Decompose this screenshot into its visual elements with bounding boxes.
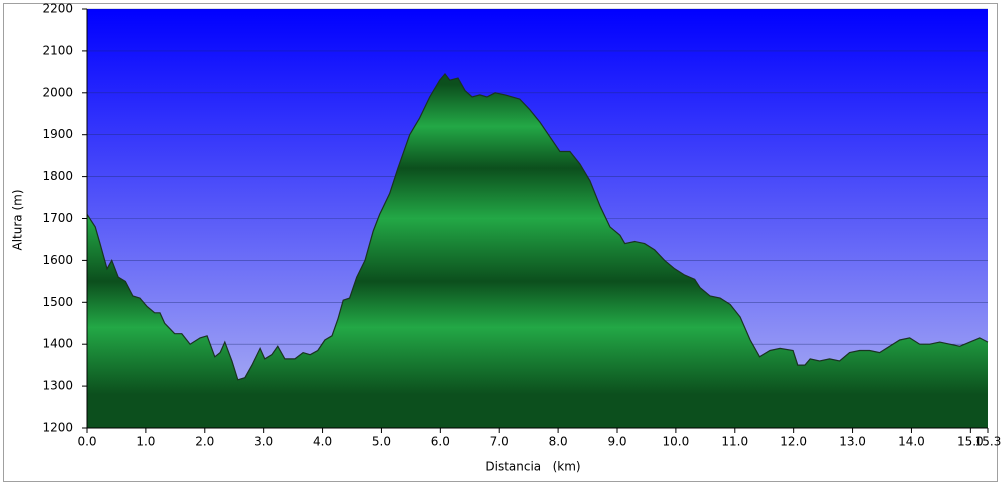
x-tick-label: 8.0 <box>549 435 568 449</box>
y-tick-label: 1600 <box>42 253 73 267</box>
x-tick-label: 10.0 <box>663 435 690 449</box>
x-tick-label: 0.0 <box>77 435 96 449</box>
y-axis-title: Altura (m) <box>11 189 25 250</box>
y-tick-label: 1500 <box>42 295 73 309</box>
x-axis-title: Distancia (km) <box>485 460 580 474</box>
y-tick-label: 1200 <box>42 421 73 435</box>
x-tick-label: 15.0 <box>957 435 984 449</box>
x-tick-label: 13.0 <box>839 435 866 449</box>
x-tick-label: 15.3 <box>975 435 1002 449</box>
y-tick-label: 1800 <box>42 169 73 183</box>
x-tick-label: 9.0 <box>607 435 626 449</box>
y-tick-label: 1700 <box>42 211 73 225</box>
x-tick-label: 2.0 <box>195 435 214 449</box>
x-tick-label: 4.0 <box>313 435 332 449</box>
y-tick-label: 1300 <box>42 379 73 393</box>
x-tick-label: 11.0 <box>721 435 748 449</box>
x-tick-label: 7.0 <box>490 435 509 449</box>
x-tick-label: 12.0 <box>780 435 807 449</box>
x-tick-label: 14.0 <box>898 435 925 449</box>
y-tick-label: 2000 <box>42 85 73 99</box>
y-tick-label: 2200 <box>42 2 73 16</box>
x-tick-label: 1.0 <box>136 435 155 449</box>
y-tick-label: 2100 <box>42 43 73 57</box>
y-tick-label: 1400 <box>42 337 73 351</box>
x-tick-label: 5.0 <box>372 435 391 449</box>
x-tick-label: 3.0 <box>254 435 273 449</box>
elevation-line <box>86 72 989 381</box>
y-tick-label: 1900 <box>42 127 73 141</box>
x-tick-label: 6.0 <box>431 435 450 449</box>
elevation-area <box>87 73 988 429</box>
